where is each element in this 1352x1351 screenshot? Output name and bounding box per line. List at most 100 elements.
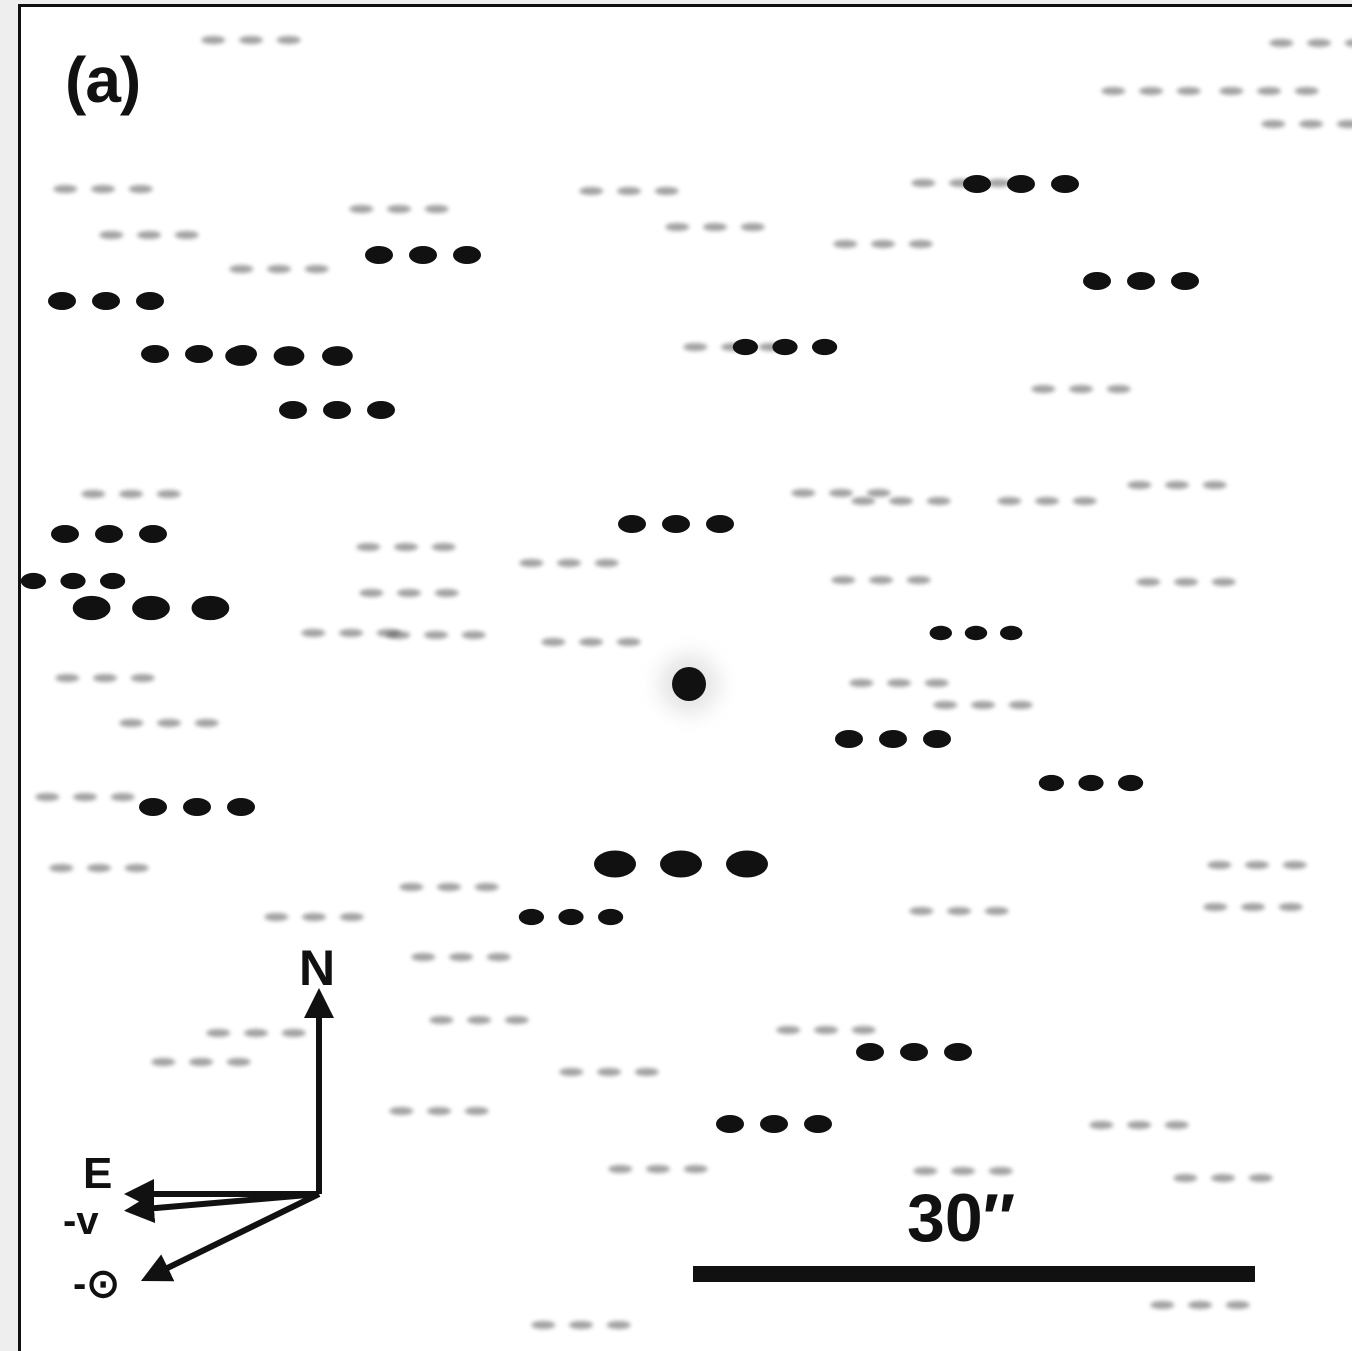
- faint-star-dash: [559, 1068, 584, 1076]
- faint-star-dash: [53, 185, 78, 193]
- faint-star-dash: [683, 343, 708, 351]
- star-trail-dash: [726, 850, 768, 878]
- faint-star-dash: [1269, 39, 1294, 47]
- faint-star-dash: [429, 1016, 454, 1024]
- star-trail-dash: [929, 625, 952, 641]
- star-trail-dash: [706, 515, 734, 533]
- faint-star-dash: [1173, 1174, 1198, 1182]
- faint-star-dash: [951, 1167, 975, 1175]
- faint-star-dash: [474, 883, 499, 891]
- star-trail-dash: [322, 346, 353, 366]
- faint-star-dash: [119, 490, 143, 498]
- faint-star-dash: [151, 1058, 176, 1066]
- faint-star-trails: [35, 36, 1352, 1329]
- faint-star-dash: [906, 576, 931, 584]
- star-trail-dash: [21, 572, 46, 590]
- faint-star-dash: [486, 953, 511, 961]
- star-trail-dash: [1118, 774, 1144, 792]
- faint-star-dash: [569, 1321, 593, 1329]
- faint-star-dash: [389, 1107, 414, 1115]
- faint-star-dash: [791, 489, 816, 497]
- faint-star-dash: [194, 719, 219, 727]
- faint-star-dash: [871, 240, 895, 248]
- faint-star-dash: [281, 1029, 306, 1037]
- faint-star-dash: [73, 793, 97, 801]
- faint-star-dash: [359, 589, 384, 597]
- star-trail-dash: [409, 246, 437, 264]
- faint-star-dash: [434, 589, 459, 597]
- star-trail-dash: [963, 175, 991, 193]
- faint-star-dash: [201, 36, 226, 44]
- faint-star-dash: [947, 907, 971, 915]
- star-trail-dash: [136, 292, 164, 310]
- faint-star-dash: [926, 497, 951, 505]
- faint-star-dash: [606, 1321, 631, 1329]
- faint-star-dash: [579, 638, 603, 646]
- faint-star-dash: [411, 953, 436, 961]
- east-label: E: [83, 1149, 113, 1198]
- star-trail-dash: [1078, 774, 1104, 792]
- faint-star-dash: [81, 490, 106, 498]
- faint-star-dash: [302, 913, 326, 921]
- faint-star-dash: [616, 638, 641, 646]
- faint-star-dash: [130, 674, 155, 682]
- faint-star-dash: [933, 701, 958, 709]
- faint-star-dash: [431, 543, 456, 551]
- star-trail-dash: [453, 246, 481, 264]
- faint-star-dash: [349, 205, 374, 213]
- faint-star-dash: [1035, 497, 1059, 505]
- faint-star-dash: [617, 187, 641, 195]
- star-trail-dash: [923, 730, 951, 748]
- faint-star-dash: [608, 1165, 633, 1173]
- sun-direction-label: -⊙: [73, 1262, 120, 1306]
- faint-star-dash: [35, 793, 60, 801]
- star-trail-dash: [1127, 272, 1155, 290]
- star-trail-dash: [1038, 774, 1064, 792]
- faint-star-dash: [1261, 120, 1286, 128]
- faint-star-dash: [1089, 1121, 1114, 1129]
- star-trail-dash: [323, 401, 351, 419]
- star-trail-dash: [1007, 175, 1035, 193]
- star-trail-dash: [185, 345, 213, 363]
- faint-star-dash: [1136, 578, 1161, 586]
- faint-star-dash: [1344, 39, 1352, 47]
- faint-star-dash: [157, 719, 181, 727]
- star-field: [21, 36, 1352, 1329]
- star-trail-dash: [51, 525, 79, 543]
- faint-star-dash: [206, 1029, 231, 1037]
- image-frame: (a) N E -v -⊙ 30″: [18, 4, 1352, 1351]
- faint-star-dash: [988, 1167, 1013, 1175]
- faint-star-dash: [1072, 497, 1097, 505]
- faint-star-dash: [174, 231, 199, 239]
- faint-star-dash: [597, 1068, 621, 1076]
- faint-star-dash: [634, 1068, 659, 1076]
- faint-star-dash: [869, 576, 893, 584]
- star-trail-dash: [191, 595, 230, 621]
- star-trail-dash: [716, 1115, 744, 1133]
- faint-star-dash: [244, 1029, 268, 1037]
- faint-star-dash: [1211, 1174, 1235, 1182]
- faint-star-dash: [1241, 903, 1265, 911]
- faint-star-dash: [908, 240, 933, 248]
- faint-star-dash: [399, 883, 424, 891]
- faint-star-dash: [984, 907, 1009, 915]
- star-trail-dash: [518, 908, 544, 926]
- faint-star-dash: [229, 265, 254, 273]
- faint-star-dash: [301, 629, 326, 637]
- faint-star-dash: [833, 240, 858, 248]
- star-trail-dash: [804, 1115, 832, 1133]
- faint-star-dash: [276, 36, 301, 44]
- star-trail-dash: [1000, 625, 1023, 641]
- faint-star-dash: [665, 223, 690, 231]
- faint-star-dash: [829, 489, 853, 497]
- faint-star-dash: [464, 1107, 489, 1115]
- faint-star-dash: [1336, 120, 1352, 128]
- faint-star-dash: [239, 36, 263, 44]
- star-trail-dash: [60, 572, 86, 590]
- faint-star-dash: [1219, 87, 1244, 95]
- faint-star-dash: [1069, 385, 1093, 393]
- velocity-arrow: [124, 1191, 320, 1224]
- star-trail-dash: [227, 798, 255, 816]
- north-label: N: [299, 940, 336, 996]
- faint-star-dash: [911, 179, 936, 187]
